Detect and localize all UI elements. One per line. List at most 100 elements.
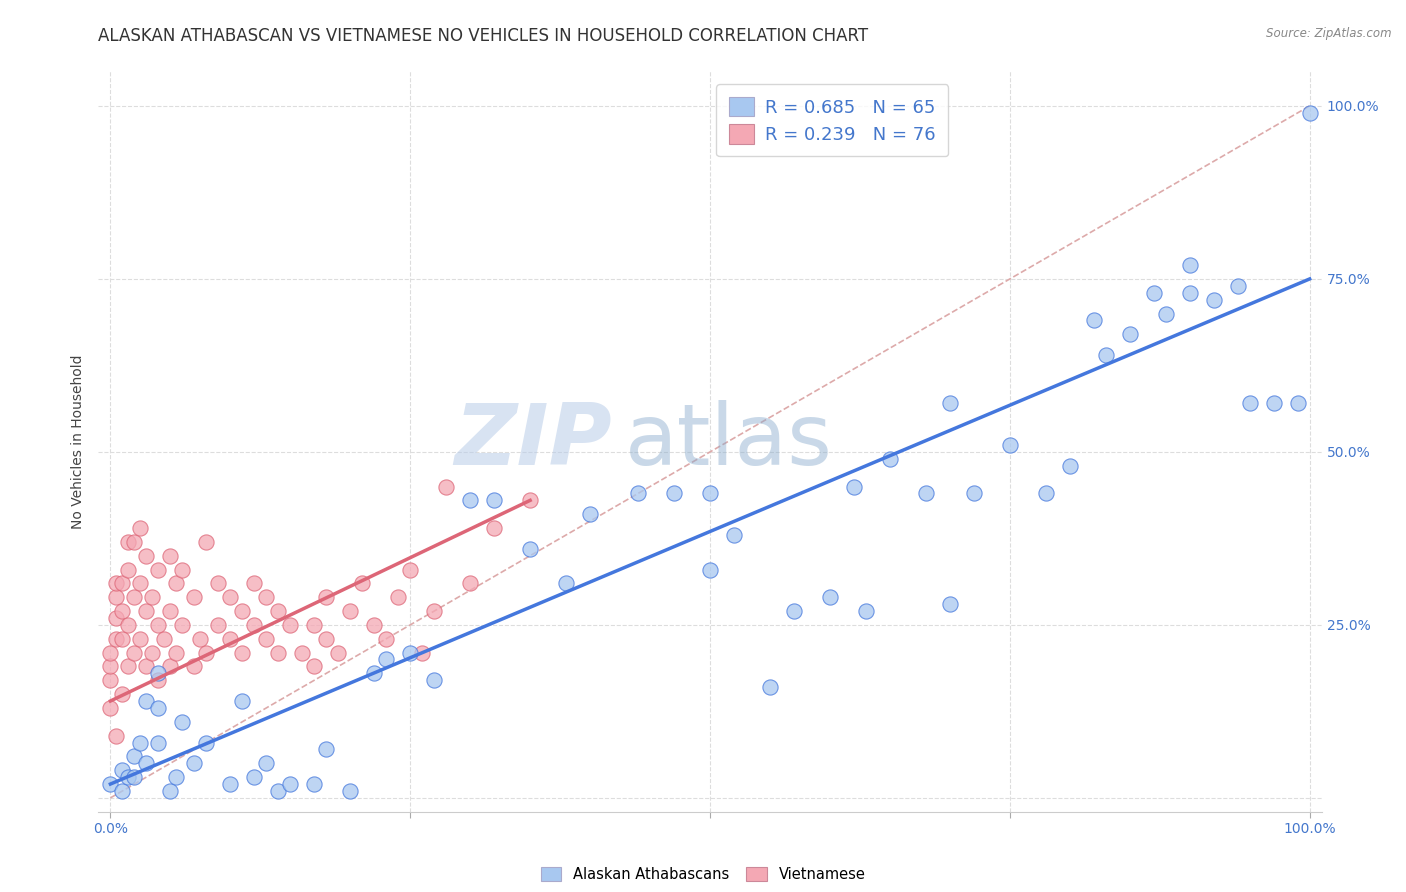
Text: ZIP: ZIP — [454, 400, 612, 483]
Point — [339, 604, 361, 618]
Point — [1178, 258, 1201, 272]
Point — [207, 576, 229, 591]
Point — [363, 666, 385, 681]
Point — [315, 742, 337, 756]
Legend: R = 0.685   N = 65, R = 0.239   N = 76: R = 0.685 N = 65, R = 0.239 N = 76 — [716, 84, 949, 156]
Point — [699, 486, 721, 500]
Y-axis label: No Vehicles in Household: No Vehicles in Household — [72, 354, 86, 529]
Point — [111, 784, 134, 798]
Point — [387, 591, 409, 605]
Point — [1154, 306, 1177, 320]
Point — [165, 576, 187, 591]
Point — [111, 687, 134, 701]
Point — [254, 591, 277, 605]
Point — [1059, 458, 1081, 473]
Point — [129, 632, 152, 646]
Point — [458, 576, 481, 591]
Point — [124, 749, 146, 764]
Point — [195, 534, 218, 549]
Point — [124, 646, 146, 660]
Point — [117, 563, 139, 577]
Point — [267, 646, 290, 660]
Point — [375, 652, 398, 666]
Point — [579, 507, 602, 521]
Point — [1298, 106, 1320, 120]
Point — [278, 777, 301, 791]
Point — [100, 777, 122, 791]
Point — [1035, 486, 1057, 500]
Legend: Alaskan Athabascans, Vietnamese: Alaskan Athabascans, Vietnamese — [534, 861, 872, 888]
Point — [219, 777, 242, 791]
Point — [148, 673, 170, 688]
Point — [172, 563, 194, 577]
Point — [117, 618, 139, 632]
Point — [304, 618, 326, 632]
Point — [135, 659, 157, 673]
Point — [100, 701, 122, 715]
Point — [105, 576, 128, 591]
Point — [243, 618, 266, 632]
Point — [188, 632, 211, 646]
Point — [879, 451, 901, 466]
Point — [278, 618, 301, 632]
Point — [434, 479, 457, 493]
Point — [963, 486, 986, 500]
Point — [328, 646, 350, 660]
Point — [172, 618, 194, 632]
Point — [148, 563, 170, 577]
Point — [124, 534, 146, 549]
Point — [818, 591, 841, 605]
Point — [111, 632, 134, 646]
Point — [411, 646, 433, 660]
Point — [111, 604, 134, 618]
Point — [100, 673, 122, 688]
Point — [183, 756, 205, 771]
Point — [304, 777, 326, 791]
Point — [723, 528, 745, 542]
Point — [759, 680, 782, 694]
Point — [231, 646, 253, 660]
Point — [254, 632, 277, 646]
Point — [842, 479, 865, 493]
Point — [195, 735, 218, 749]
Point — [141, 646, 163, 660]
Point — [129, 735, 152, 749]
Point — [183, 591, 205, 605]
Point — [159, 784, 181, 798]
Point — [1239, 396, 1261, 410]
Point — [555, 576, 578, 591]
Point — [1094, 348, 1116, 362]
Point — [135, 549, 157, 563]
Point — [148, 666, 170, 681]
Point — [1263, 396, 1285, 410]
Point — [117, 659, 139, 673]
Point — [1202, 293, 1225, 307]
Point — [482, 521, 505, 535]
Point — [519, 493, 541, 508]
Point — [1143, 285, 1166, 300]
Point — [117, 770, 139, 784]
Point — [458, 493, 481, 508]
Point — [998, 438, 1021, 452]
Point — [195, 646, 218, 660]
Point — [662, 486, 685, 500]
Point — [291, 646, 314, 660]
Point — [135, 756, 157, 771]
Point — [172, 714, 194, 729]
Point — [124, 591, 146, 605]
Point — [399, 646, 422, 660]
Text: atlas: atlas — [624, 400, 832, 483]
Point — [855, 604, 877, 618]
Point — [1286, 396, 1309, 410]
Point — [363, 618, 385, 632]
Point — [243, 576, 266, 591]
Point — [129, 576, 152, 591]
Point — [111, 763, 134, 777]
Point — [219, 632, 242, 646]
Point — [1226, 278, 1249, 293]
Point — [939, 396, 962, 410]
Point — [153, 632, 176, 646]
Point — [148, 618, 170, 632]
Point — [423, 673, 446, 688]
Point — [148, 735, 170, 749]
